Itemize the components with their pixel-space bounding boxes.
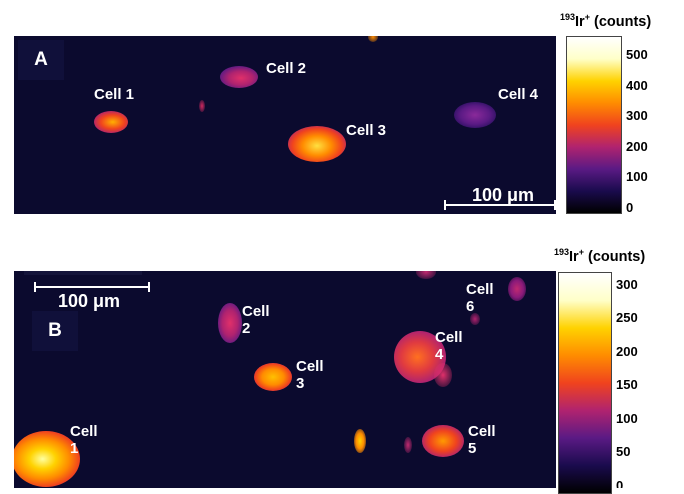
colorbar-tick-label: 300: [616, 276, 638, 292]
colorbar-tick-label: 0: [616, 478, 624, 488]
cell-signal-blob: [94, 111, 128, 133]
colorbar-a: [566, 36, 622, 214]
scale-bar-label: 100 μm: [58, 291, 121, 311]
cell-label: Cell 2: [242, 303, 270, 337]
image-panel-a: A Cell 1 Cell 2 Cell 3 Cell 4 100 μm: [14, 36, 556, 214]
colorbar-title-a: 193Ir+ (counts): [560, 12, 652, 30]
cell-label: Cell 3: [346, 122, 387, 139]
cell-signal-blob: [470, 313, 480, 325]
cell-signal-blob: [220, 66, 258, 88]
cell-signal-blob: [454, 102, 496, 128]
cell-signal-blob: [416, 271, 436, 279]
panel-letter-a: A: [18, 40, 64, 80]
cell-signal-blob: [254, 363, 292, 391]
colorbar-ticks-b: 300 250 200 150 100 50 0: [616, 272, 676, 488]
cell-label: Cell 1: [94, 86, 135, 103]
panel-letter-b: B: [32, 311, 78, 351]
colorbar-tick-label: 200: [626, 138, 648, 154]
cell-signal-blob: [218, 303, 242, 343]
cell-signal-blob: [422, 425, 464, 457]
colorbar-tick-label: 200: [616, 343, 638, 359]
cell-label: Cell 4: [498, 86, 539, 103]
scale-bar: [444, 200, 556, 210]
cell-signal-blob: [368, 36, 378, 42]
colorbar-title-b: 193Ir+ (counts): [554, 247, 646, 265]
colorbar-tick-label: 100: [626, 169, 648, 185]
cell-label: Cell 1: [70, 423, 98, 457]
cell-signal-blob: [404, 437, 412, 453]
image-panel-b: B Cell 1 Cell 2 Cell 3 Cell 4 Cell 5 Cel…: [14, 271, 556, 488]
cell-label: Cell 5: [468, 423, 496, 457]
cell-signal-blob: [354, 429, 366, 453]
cell-label: Cell 4: [435, 329, 463, 363]
scale-bar-label: 100 μm: [472, 185, 535, 205]
colorbar-b: [558, 272, 612, 494]
cell-label: Cell 2: [266, 60, 307, 77]
colorbar-tick-label: 300: [626, 108, 648, 124]
colorbar-tick-label: 250: [616, 310, 638, 326]
colorbar-tick-label: 50: [616, 444, 631, 460]
cell-label: Cell 3: [296, 358, 324, 392]
colorbar-tick-label: 100: [616, 410, 638, 426]
colorbar-ticks-a: 500 400 300 200 100 0: [626, 36, 676, 215]
colorbar-tick-label: 150: [616, 377, 638, 393]
cell-signal-blob: [288, 126, 346, 162]
cell-signal-blob: [14, 431, 80, 487]
colorbar-tick-label: 400: [626, 77, 648, 93]
colorbar-tick-label: 0: [626, 200, 634, 215]
scale-annotation-box: [24, 271, 142, 275]
scale-bar: [34, 282, 150, 292]
cell-signal-blob: [434, 363, 452, 387]
colorbar-tick-label: 500: [626, 47, 648, 63]
cell-signal-blob: [199, 100, 205, 112]
cell-signal-blob: [508, 277, 526, 301]
cell-label: Cell 6: [466, 281, 494, 315]
